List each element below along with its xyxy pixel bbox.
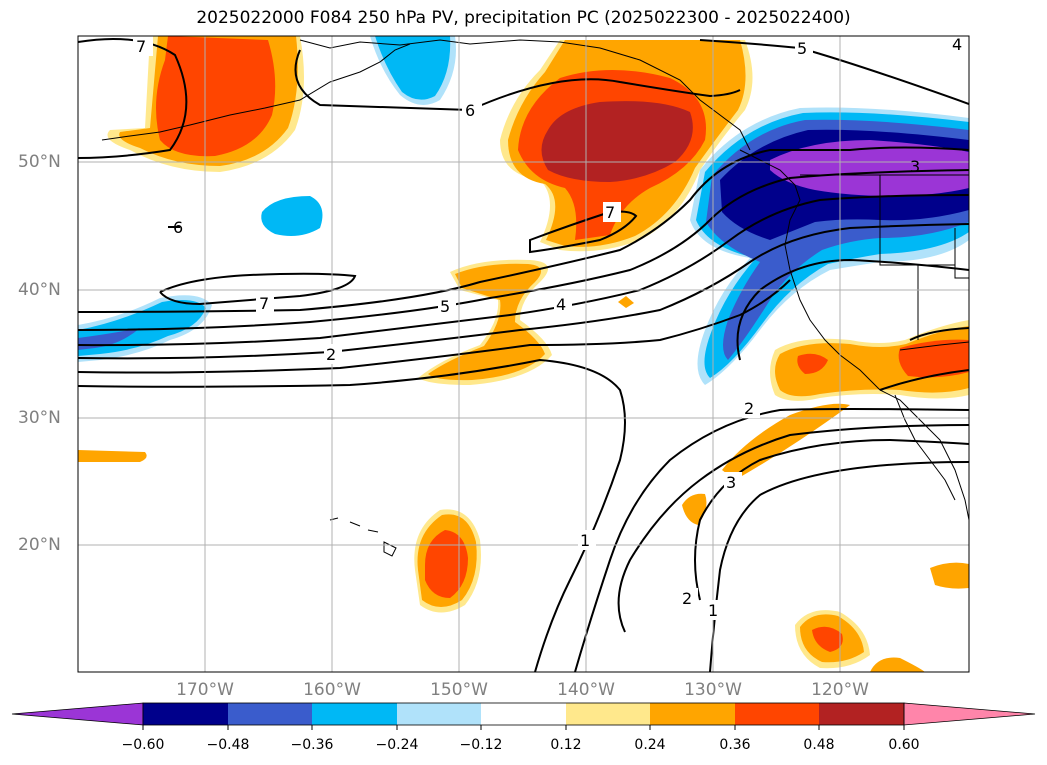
coast-bc — [739, 149, 969, 521]
contour-label: 5 — [440, 297, 450, 316]
shade-small-orange — [618, 296, 634, 308]
contour-label: 7 — [136, 37, 146, 56]
contour-label: 3 — [910, 157, 920, 176]
contour-7-north — [78, 38, 188, 159]
shade-nw-purple — [770, 140, 969, 196]
colorbar-seg — [735, 703, 819, 725]
shade-sw-small — [682, 493, 707, 525]
colorbar-tick-label: −0.36 — [290, 737, 334, 753]
shade-hawaii-red — [425, 530, 468, 598]
colorbar-tick-label: 0.36 — [719, 737, 751, 753]
colorbar-frame — [142, 702, 905, 726]
shade-cali-red2 — [797, 353, 828, 374]
colorbar-seg — [650, 703, 735, 725]
colorbar-tick-label: 0.12 — [550, 737, 582, 753]
contour-low-a — [574, 408, 969, 672]
contour-label: 6 — [173, 218, 183, 237]
lon-label: 120°W — [811, 680, 869, 700]
map-title: 2025022000 F084 250 hPa PV, precipitatio… — [196, 8, 851, 28]
colorbar-seg — [397, 703, 481, 725]
contour-label: 7 — [259, 294, 269, 313]
colorbar-tick-label: 0.60 — [888, 737, 920, 753]
colorbar-seg — [566, 703, 650, 725]
shade-alaska-blue — [375, 36, 451, 100]
shade-sw-band — [722, 403, 850, 480]
lat-label: 50°N — [18, 152, 61, 172]
border-states — [879, 175, 969, 340]
contour-jet-1 — [78, 146, 969, 313]
colorbar-extend-high — [903, 702, 1036, 726]
contour-jet-6 — [78, 358, 626, 672]
colorbar-tick-label: 0.48 — [803, 737, 835, 753]
contour-east-inner — [909, 327, 969, 341]
contour-label: 4 — [952, 35, 962, 54]
lat-label: 30°N — [18, 408, 61, 428]
shade-se1-red — [812, 626, 843, 652]
lon-label: 140°W — [557, 680, 615, 700]
lon-label: 160°W — [303, 680, 361, 700]
lat-label: 20°N — [18, 535, 61, 555]
contour-label: 2 — [682, 589, 692, 608]
shaded-fields — [78, 36, 969, 672]
colorbar-seg — [819, 703, 904, 725]
contour-7-gulf — [529, 210, 638, 254]
contour-jet-3 — [78, 194, 969, 347]
contour-label: 3 — [726, 473, 736, 492]
contour-jet-4 — [78, 223, 969, 360]
contour-jet-2 — [78, 169, 969, 331]
colorbar-seg — [481, 703, 566, 725]
colorbar-seg — [228, 703, 312, 725]
colorbar-seg — [143, 703, 228, 725]
colorbar-extend-low — [11, 702, 144, 726]
contour-low-c — [694, 438, 969, 601]
contour-7-west — [159, 272, 357, 306]
colorbar-tick-label: −0.60 — [121, 737, 165, 753]
contour-low-b — [617, 424, 969, 633]
coast-baja — [894, 394, 956, 501]
colorbar-tick-label: −0.48 — [206, 737, 250, 753]
colorbar-tick-label: −0.12 — [459, 737, 503, 753]
shade-cali-red — [898, 339, 969, 378]
contour-cali-1 — [879, 369, 969, 391]
contour-jet-5 — [78, 279, 791, 374]
colorbar-tick-label: 0.24 — [634, 737, 666, 753]
colorbar — [11, 702, 1036, 730]
contour-label: 7 — [605, 203, 615, 222]
pv-contours — [78, 38, 969, 672]
shade-small-blue — [261, 196, 323, 236]
gridlines — [78, 36, 969, 672]
contour-label: 1 — [580, 531, 590, 550]
shade-se2 — [870, 657, 925, 672]
contour-east-bump — [736, 258, 969, 361]
lon-label: 130°W — [684, 680, 742, 700]
shade-se3 — [930, 562, 969, 589]
contour-label: 1 — [708, 601, 718, 620]
contour-6-north — [294, 49, 741, 112]
lat-label: 40°N — [18, 280, 61, 300]
contour-label: 5 — [797, 39, 807, 58]
lon-label: 170°W — [176, 680, 234, 700]
lon-label: 150°W — [430, 680, 488, 700]
colorbar-tick-label: −0.24 — [375, 737, 419, 753]
colorbar-seg — [312, 703, 397, 725]
contour-labels: 7 6 6 7 7 5 4 2 2 3 1 2 1 3 5 — [133, 35, 962, 620]
shade-far-left — [78, 450, 147, 462]
coast-aleutians — [101, 43, 411, 141]
contour-label: 4 — [556, 295, 566, 314]
contour-label: 2 — [744, 399, 754, 418]
contour-label: 2 — [326, 345, 336, 364]
border-mexico — [899, 341, 969, 351]
contour-label: 6 — [465, 101, 475, 120]
hawaii-islands — [329, 517, 397, 557]
map-frame — [77, 35, 970, 673]
